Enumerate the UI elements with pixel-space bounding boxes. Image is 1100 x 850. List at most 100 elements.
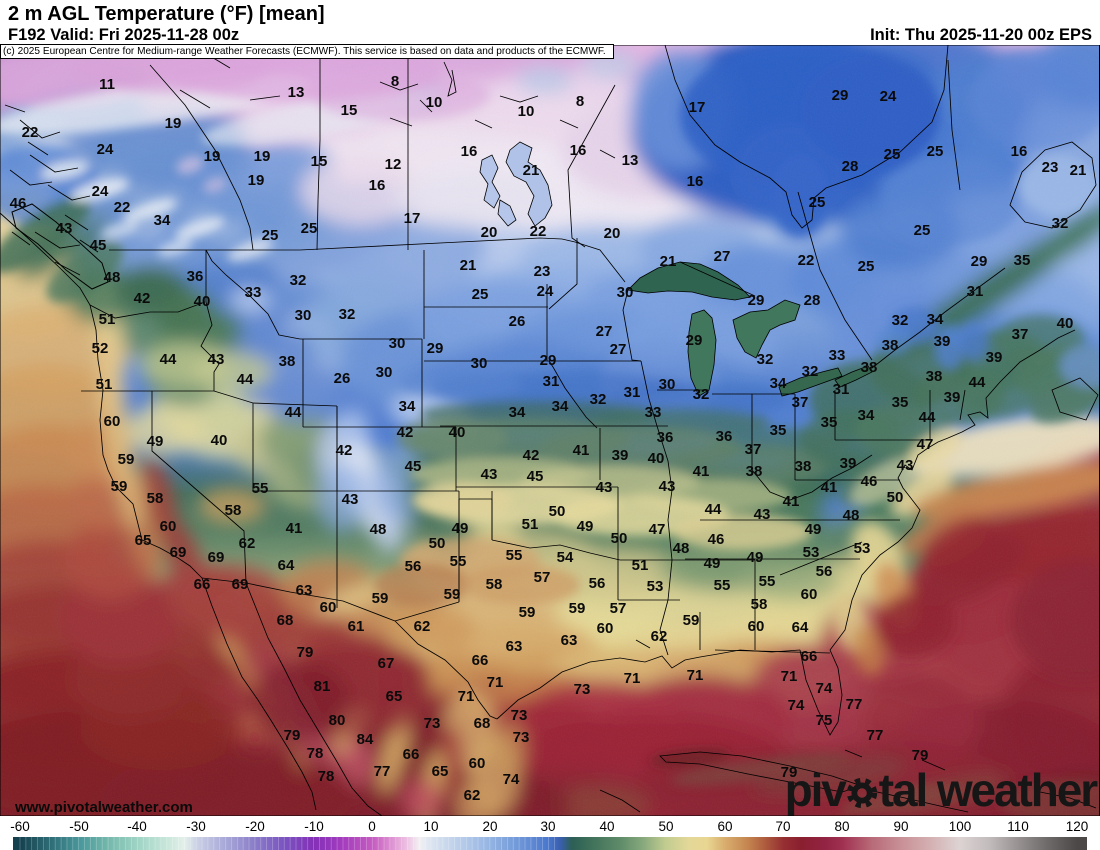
svg-text:79: 79 — [297, 644, 314, 661]
svg-text:42: 42 — [134, 290, 151, 307]
svg-text:30: 30 — [659, 376, 676, 393]
svg-text:22: 22 — [530, 223, 547, 240]
svg-text:71: 71 — [687, 667, 704, 684]
svg-text:25: 25 — [927, 143, 944, 160]
svg-text:58: 58 — [751, 596, 768, 613]
svg-text:60: 60 — [801, 586, 818, 603]
svg-text:38: 38 — [882, 337, 899, 354]
svg-text:42: 42 — [397, 424, 414, 441]
svg-text:25: 25 — [472, 286, 489, 303]
svg-text:49: 49 — [577, 518, 594, 535]
svg-text:63: 63 — [296, 582, 313, 599]
svg-text:59: 59 — [519, 604, 536, 621]
svg-text:43: 43 — [754, 506, 771, 523]
svg-text:42: 42 — [336, 442, 353, 459]
svg-text:38: 38 — [861, 359, 878, 376]
svg-text:37: 37 — [1012, 326, 1029, 343]
svg-text:66: 66 — [472, 652, 489, 669]
svg-text:21: 21 — [1070, 162, 1087, 179]
svg-text:43: 43 — [596, 479, 613, 496]
svg-text:50: 50 — [611, 530, 628, 547]
svg-text:48: 48 — [673, 540, 690, 557]
svg-text:19: 19 — [204, 148, 221, 165]
svg-text:60: 60 — [160, 518, 177, 535]
svg-text:62: 62 — [414, 618, 431, 635]
svg-text:39: 39 — [612, 447, 629, 464]
svg-text:19: 19 — [254, 148, 271, 165]
svg-text:15: 15 — [341, 102, 358, 119]
svg-text:34: 34 — [154, 212, 171, 229]
svg-text:24: 24 — [537, 283, 554, 300]
svg-text:49: 49 — [704, 555, 721, 572]
svg-text:37: 37 — [792, 394, 809, 411]
svg-text:32: 32 — [590, 391, 607, 408]
svg-text:40: 40 — [211, 432, 228, 449]
svg-text:81: 81 — [314, 678, 331, 695]
svg-text:34: 34 — [552, 398, 569, 415]
svg-text:30: 30 — [617, 284, 634, 301]
svg-text:47: 47 — [649, 521, 666, 538]
svg-text:51: 51 — [632, 557, 649, 574]
svg-text:16: 16 — [1011, 143, 1028, 160]
svg-text:21: 21 — [460, 257, 477, 274]
svg-text:24: 24 — [92, 183, 109, 200]
svg-text:58: 58 — [147, 490, 164, 507]
svg-text:21: 21 — [523, 162, 540, 179]
svg-text:60: 60 — [104, 413, 121, 430]
svg-text:62: 62 — [464, 787, 481, 804]
svg-text:16: 16 — [369, 177, 386, 194]
svg-text:22: 22 — [114, 199, 131, 216]
svg-text:38: 38 — [795, 458, 812, 475]
svg-text:56: 56 — [589, 575, 606, 592]
svg-text:52: 52 — [92, 340, 109, 357]
svg-text:46: 46 — [708, 531, 725, 548]
svg-text:43: 43 — [208, 351, 225, 368]
svg-text:53: 53 — [854, 540, 871, 557]
svg-text:55: 55 — [759, 573, 776, 590]
svg-text:46: 46 — [10, 195, 27, 212]
svg-text:59: 59 — [118, 451, 135, 468]
svg-text:57: 57 — [534, 569, 551, 586]
svg-text:80: 80 — [329, 712, 346, 729]
svg-text:55: 55 — [252, 480, 269, 497]
svg-text:55: 55 — [714, 577, 731, 594]
svg-text:25: 25 — [858, 258, 875, 275]
svg-text:79: 79 — [284, 727, 301, 744]
svg-text:12: 12 — [385, 156, 402, 173]
svg-text:69: 69 — [170, 544, 187, 561]
svg-text:43: 43 — [659, 478, 676, 495]
svg-text:15: 15 — [311, 153, 328, 170]
svg-text:75: 75 — [816, 712, 833, 729]
svg-text:60: 60 — [597, 620, 614, 637]
svg-text:66: 66 — [403, 746, 420, 763]
svg-text:78: 78 — [318, 768, 335, 785]
svg-text:56: 56 — [405, 558, 422, 575]
svg-text:19: 19 — [248, 172, 265, 189]
svg-text:79: 79 — [781, 764, 798, 781]
svg-text:62: 62 — [239, 535, 256, 552]
svg-text:35: 35 — [770, 422, 787, 439]
svg-text:84: 84 — [357, 731, 374, 748]
svg-text:61: 61 — [348, 618, 365, 635]
svg-text:54: 54 — [557, 549, 574, 566]
svg-text:77: 77 — [867, 727, 884, 744]
svg-text:66: 66 — [801, 648, 818, 665]
svg-text:58: 58 — [486, 576, 503, 593]
svg-text:27: 27 — [596, 323, 613, 340]
svg-text:27: 27 — [610, 341, 627, 358]
svg-text:49: 49 — [147, 433, 164, 450]
svg-text:42: 42 — [523, 447, 540, 464]
svg-text:55: 55 — [450, 553, 467, 570]
svg-text:50: 50 — [887, 489, 904, 506]
svg-text:32: 32 — [892, 312, 909, 329]
svg-text:45: 45 — [90, 237, 107, 254]
svg-text:62: 62 — [651, 628, 668, 645]
svg-text:44: 44 — [969, 374, 986, 391]
svg-text:48: 48 — [843, 507, 860, 524]
svg-text:28: 28 — [804, 292, 821, 309]
svg-text:32: 32 — [290, 272, 307, 289]
svg-text:66: 66 — [194, 576, 211, 593]
svg-text:29: 29 — [686, 332, 703, 349]
svg-text:29: 29 — [540, 352, 557, 369]
svg-text:40: 40 — [194, 293, 211, 310]
